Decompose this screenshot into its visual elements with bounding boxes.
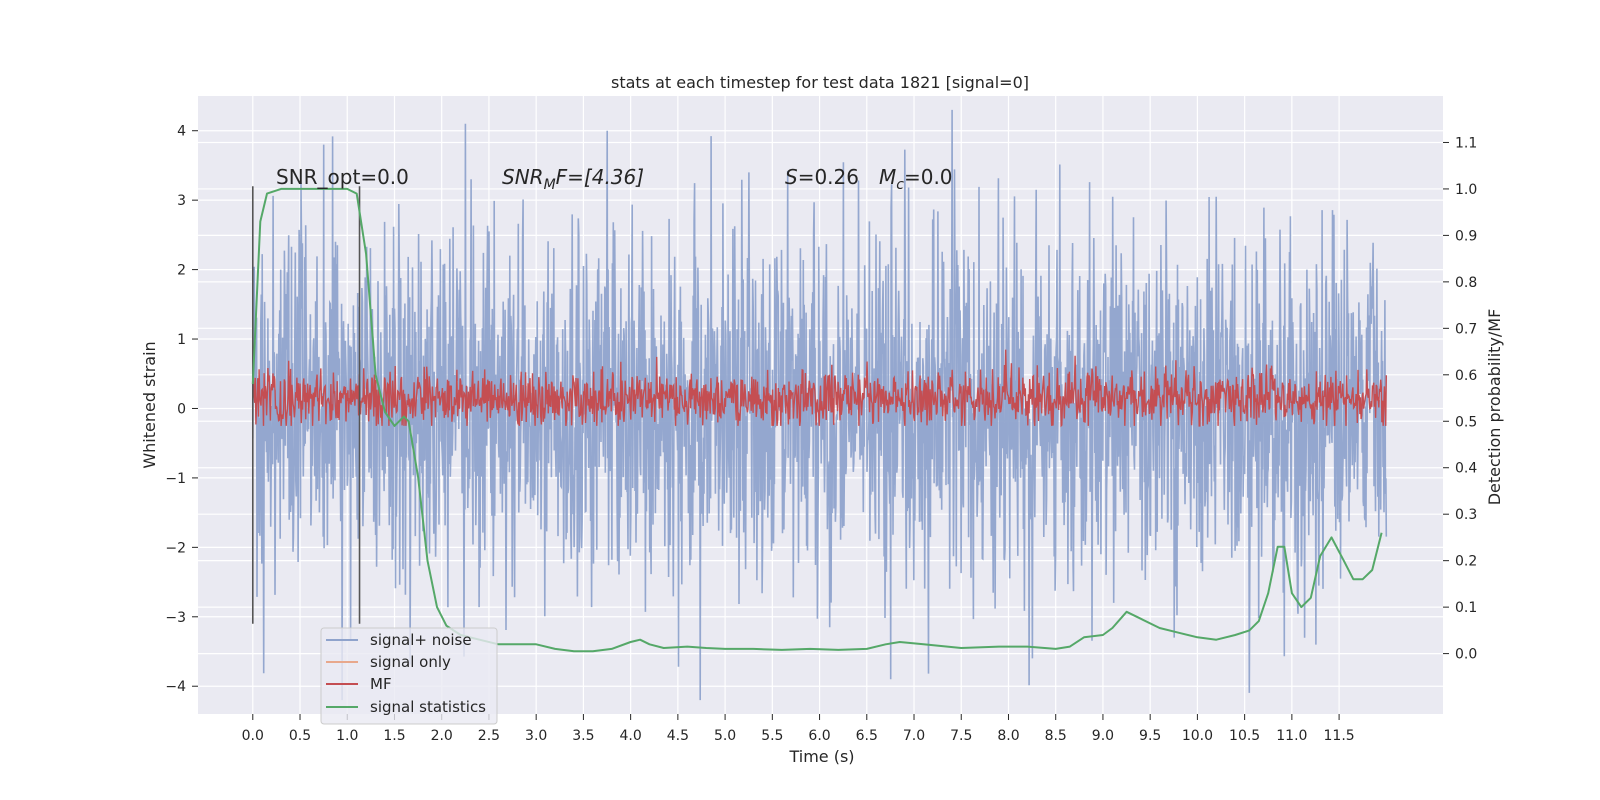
annotation-snr-opt: SNR_opt=0.0 [276,165,409,189]
y-tick-label: 3 [177,193,186,209]
x-tick-label: 5.5 [761,728,783,744]
y2-tick-label: 0.1 [1455,600,1477,616]
y-axis-label: Whitened strain [140,341,159,468]
x-tick-label: 4.5 [667,728,689,744]
y2-tick-label: 0.5 [1455,414,1477,430]
y2-tick-label: 0.8 [1455,275,1477,291]
annotation-snr-mf-rest: F=[4.36] [556,165,644,189]
y-tick-labels: 4 3 2 1 0 −1 −2 −3 −4 [165,124,198,695]
y-tick-label: 1 [177,332,186,348]
vertical-markers [251,186,361,624]
signal-statistics-line [251,187,1383,653]
y2-tick-label: 0.3 [1455,507,1477,523]
x-tick-label: 3.5 [572,728,594,744]
annotation-s: S=0.26 [785,165,859,189]
y-tick-label: 2 [177,263,186,279]
x-tick-label: 2.5 [478,728,500,744]
y-tick-label: −3 [165,610,186,626]
legend-label-signal-noise: signal+ noise [370,631,472,649]
x-tick-label: 2.0 [431,728,453,744]
x-tick-label: 6.5 [856,728,878,744]
legend-label-signal-statistics: signal statistics [370,698,486,716]
y2-tick-label: 0.6 [1455,368,1477,384]
signal-noise-line [252,109,1388,701]
y2-tick-labels: 1.1 1.0 0.9 0.8 0.7 0.6 0.5 0.4 0.3 0.2 0.1 0.0 [1443,135,1477,663]
x-tick-label: 11.0 [1276,728,1307,744]
annotation-snr-mf: SNRMF=[4.36] [502,165,644,193]
annotations: SNR_opt=0.0 SNRMF=[4.36] S=0.26 Mc=0.0 [276,165,953,193]
annotation-snr-mf-base: SNR [502,165,544,189]
annotation-s-value: =0.26 [798,165,859,189]
legend-label-mf: MF [370,675,392,693]
y2-tick-label: 0.0 [1455,647,1477,663]
x-tick-label: 1.0 [336,728,358,744]
y-tick-label: −2 [165,540,186,556]
x-tick-label: 3.0 [525,728,547,744]
mf-line [252,349,1387,428]
y-tick-label: −4 [165,679,186,695]
x-tick-label: 8.0 [997,728,1019,744]
chart-title: stats at each timestep for test data 182… [611,73,1029,92]
annotation-mc-value: =0.0 [904,165,953,189]
y2-tick-label: 1.0 [1455,182,1477,198]
annotation-snr-mf-sub: M [544,177,556,193]
x-tick-label: 10.5 [1229,728,1260,744]
x-axis-label: Time (s) [788,747,854,766]
y2-tick-label: 0.9 [1455,228,1477,244]
y-tick-label: −1 [165,471,186,487]
y2-tick-label: 0.2 [1455,554,1477,570]
x-tick-label: 6.0 [808,728,830,744]
y-tick-label: 0 [177,401,186,417]
series-signal-statistics [251,187,1383,653]
y2-axis-label: Detection probability/MF [1485,309,1504,506]
x-tick-label: 9.0 [1092,728,1114,744]
x-tick-label: 4.0 [619,728,641,744]
x-tick-label: 0.5 [289,728,311,744]
series-signal-noise [252,109,1388,701]
x-tick-label: 8.5 [1045,728,1067,744]
x-tick-label: 10.0 [1182,728,1213,744]
x-tick-label: 9.5 [1139,728,1161,744]
x-tick-label: 0.0 [242,728,264,744]
annotation-mc: Mc=0.0 [879,165,953,193]
x-tick-label: 7.0 [903,728,925,744]
annotation-mc-sub: c [896,177,904,193]
x-tick-labels: 0.0 0.5 1.0 1.5 2.0 2.5 3.0 3.5 4.0 4.5 5.0 5.5 6.0 6… [242,714,1355,744]
annotation-mc-base: M [879,165,896,189]
x-tick-label: 11.5 [1324,728,1355,744]
legend: signal+ noise signal only MF signal stat… [320,627,498,725]
x-tick-label: 1.5 [383,728,405,744]
legend-label-signal-only: signal only [370,653,451,671]
series-mf [252,349,1387,428]
y2-tick-label: 0.7 [1455,321,1477,337]
x-tick-label: 7.5 [950,728,972,744]
annotation-s-label: S [785,165,798,189]
y2-tick-label: 0.4 [1455,461,1477,477]
legend-box [320,627,498,725]
x-tick-label: 5.0 [714,728,736,744]
y2-tick-label: 1.1 [1455,135,1477,151]
y-tick-label: 4 [177,124,186,140]
